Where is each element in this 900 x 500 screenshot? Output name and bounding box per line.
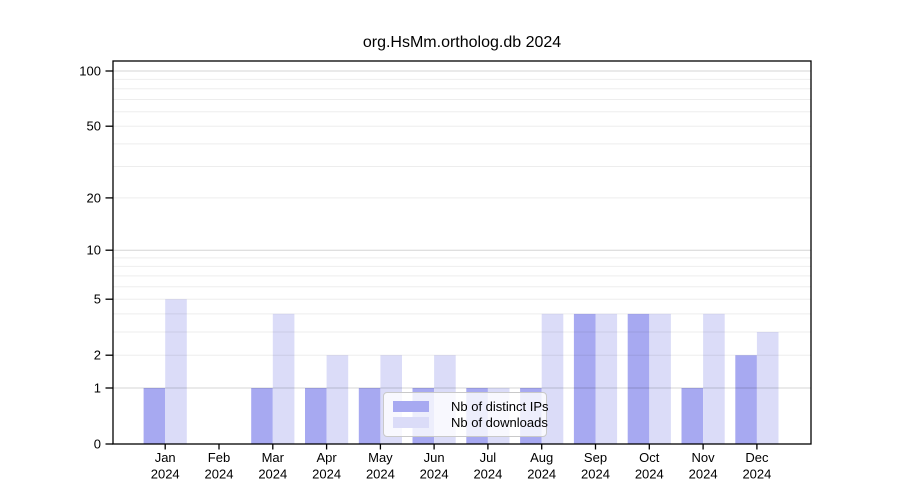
plot-border — [112, 60, 812, 445]
x-tick-label-nov-2024: Nov 2024 — [689, 450, 718, 482]
legend-label-downloads: Nb of downloads — [451, 415, 548, 431]
bar-nb-of-distinct-ips-apr-2024 — [305, 388, 327, 444]
bar-nb-of-distinct-ips-sep-2024 — [573, 313, 596, 444]
x-tick-label-jun-2024: Jun 2024 — [420, 450, 449, 482]
x-tick-label-mar-2024: Mar 2024 — [258, 450, 287, 482]
bar-nb-of-downloads-nov-2024 — [703, 313, 725, 444]
bar-nb-of-distinct-ips-may-2024 — [358, 388, 381, 444]
legend-swatch-downloads — [393, 417, 429, 429]
x-tick-label-jan-2024: Jan 2024 — [151, 450, 180, 482]
x-tick-label-jul-2024: Jul 2024 — [473, 450, 502, 482]
bar-nb-of-distinct-ips-dec-2024 — [735, 355, 757, 444]
x-tick-label-aug-2024: Aug 2024 — [527, 450, 556, 482]
bar-nb-of-distinct-ips-mar-2024 — [251, 388, 273, 444]
y-tick-label-20: 20 — [87, 190, 101, 205]
y-tick-label-2: 2 — [94, 348, 101, 363]
bar-nb-of-distinct-ips-oct-2024 — [627, 313, 650, 444]
x-tick-label-oct-2024: Oct 2024 — [635, 450, 664, 482]
y-tick-label-50: 50 — [87, 119, 101, 134]
bar-nb-of-downloads-sep-2024 — [595, 313, 618, 444]
bar-nb-of-downloads-oct-2024 — [649, 313, 671, 444]
legend: Nb of distinct IPs Nb of downloads — [383, 392, 549, 437]
legend-label-distinct-ips: Nb of distinct IPs — [451, 398, 549, 414]
y-tick-label-100: 100 — [79, 64, 101, 79]
x-tick-label-dec-2024: Dec 2024 — [742, 450, 771, 482]
x-tick-label-feb-2024: Feb 2024 — [205, 450, 234, 482]
bar-nb-of-distinct-ips-jan-2024 — [143, 388, 166, 444]
y-tick-label-0: 0 — [94, 437, 101, 452]
bar-nb-of-downloads-mar-2024 — [272, 313, 295, 444]
x-tick-label-sep-2024: Sep 2024 — [581, 450, 610, 482]
x-tick-label-apr-2024: Apr 2024 — [312, 450, 341, 482]
bar-nb-of-downloads-dec-2024 — [756, 332, 779, 444]
bar-nb-of-downloads-aug-2024 — [541, 313, 564, 444]
legend-item-downloads: Nb of downloads — [393, 416, 548, 429]
bar-nb-of-downloads-apr-2024 — [326, 355, 349, 444]
bar-nb-of-distinct-ips-nov-2024 — [681, 388, 704, 444]
chart-title: org.HsMm.ortholog.db 2024 — [362, 34, 562, 51]
y-tick-label-10: 10 — [87, 243, 101, 258]
legend-swatch-distinct-ips — [393, 400, 429, 412]
y-tick-label-5: 5 — [94, 292, 101, 307]
x-tick-label-may-2024: May 2024 — [366, 450, 395, 482]
y-tick-label-1: 1 — [94, 381, 101, 396]
legend-item-distinct-ips: Nb of distinct IPs — [393, 400, 549, 413]
bar-nb-of-downloads-jan-2024 — [165, 299, 187, 444]
